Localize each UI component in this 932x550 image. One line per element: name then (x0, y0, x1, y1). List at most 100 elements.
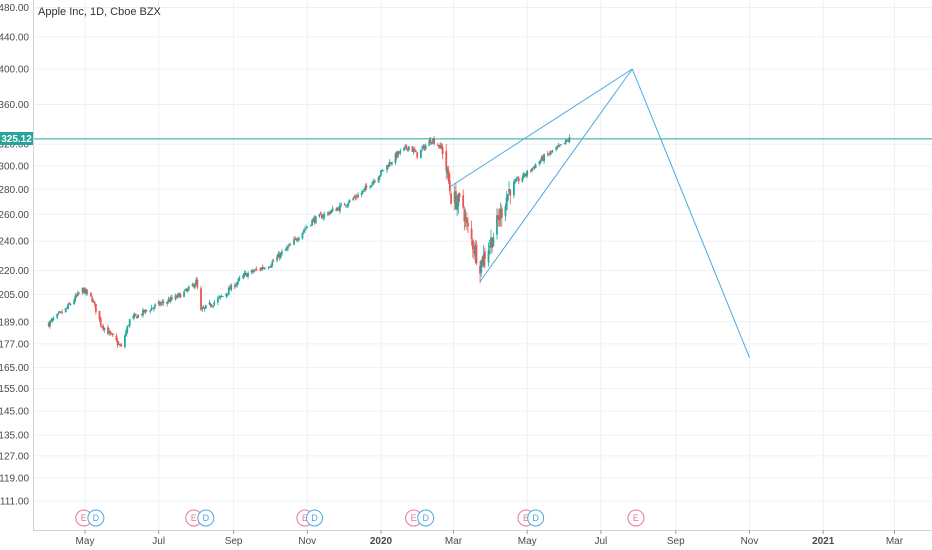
candle-body (467, 222, 469, 227)
earnings-event-icon[interactable]: E (627, 509, 645, 527)
event-label: D (532, 513, 539, 523)
y-tick-label: 260.00 (0, 210, 29, 221)
candle-body (262, 267, 265, 269)
candle-body (237, 278, 240, 282)
candle-body (470, 228, 473, 239)
candle-body (167, 299, 170, 302)
wedge-upper-line[interactable] (449, 68, 633, 188)
candle-body (267, 267, 270, 269)
earnings-event-icon[interactable]: E (185, 509, 203, 527)
wedge-lower-line[interactable] (479, 68, 633, 282)
y-tick-label: 145.00 (0, 407, 29, 418)
candle-body (336, 208, 339, 211)
candle-body (540, 156, 543, 161)
x-tick-label: Nov (298, 536, 316, 547)
dividend-event-icon[interactable]: D (527, 509, 545, 527)
candle-body (430, 141, 433, 144)
candle-body (337, 207, 340, 211)
candle-body (116, 340, 119, 346)
dividend-event-icon[interactable]: D (87, 509, 105, 527)
x-axis[interactable]: May Jul Sep Nov 2020 Mar May Jul Sep Nov 2021 Mar (76, 530, 904, 547)
candle-body (398, 151, 401, 154)
candle-body (242, 275, 245, 279)
candle-body (277, 253, 280, 258)
candle-body (482, 253, 485, 267)
candle-body (186, 288, 189, 292)
candle-body (365, 185, 368, 188)
candle-body (498, 217, 501, 221)
candle-body (473, 250, 475, 253)
candle-body (157, 301, 160, 304)
candle-body (419, 149, 422, 159)
candle-body (455, 190, 457, 209)
candle-body (331, 208, 334, 211)
candle-body (445, 151, 448, 171)
x-tick-label: Sep (225, 536, 243, 547)
candle-body (229, 287, 231, 290)
candle-body (509, 189, 512, 196)
candle-body (255, 269, 258, 271)
candle-body (564, 139, 567, 143)
y-tick-label: 400.00 (0, 65, 29, 76)
candle-body (397, 151, 399, 157)
candle-body (99, 318, 102, 326)
earnings-event-icon[interactable]: E (405, 509, 423, 527)
candle-body (388, 162, 391, 167)
candle-body (194, 284, 196, 288)
candle-body (480, 259, 483, 273)
candle-body (543, 154, 546, 162)
candle-body (363, 188, 365, 191)
candle-body (496, 215, 498, 235)
candle-body (293, 239, 295, 245)
trend-drawings[interactable] (34, 68, 932, 358)
candle-body (150, 307, 153, 311)
candle-body (142, 309, 144, 316)
candle-body (487, 250, 490, 263)
candle-body (159, 302, 161, 306)
candle-body (81, 287, 84, 293)
candle-body (345, 205, 347, 207)
price-label-box (0, 132, 33, 145)
candle-body (405, 145, 408, 149)
event-label: E (523, 513, 529, 523)
candle-body (505, 197, 508, 210)
candle-body (558, 144, 561, 146)
candle-body (340, 204, 343, 206)
y-axis[interactable]: 480.00 440.00 400.00 360.00 320.00 300.00 280.… (0, 3, 29, 508)
candle-body (219, 295, 222, 298)
event-circle (87, 509, 105, 527)
candle-body (457, 194, 460, 206)
candle-body (260, 267, 263, 271)
candle-body (465, 218, 468, 224)
y-tick-label: 240.00 (0, 237, 29, 248)
candle-body (296, 239, 299, 241)
candle-body (235, 284, 237, 287)
candle-body (226, 293, 229, 295)
dividend-event-icon[interactable]: D (306, 509, 324, 527)
candle-body (61, 311, 63, 313)
candle-body (346, 204, 349, 207)
y-tick-label: 155.00 (0, 384, 29, 395)
candle-body (436, 144, 439, 146)
candle-body (506, 194, 509, 201)
candle-body (428, 140, 431, 146)
event-circle (527, 509, 545, 527)
candle-body (236, 282, 239, 286)
candle-body (381, 170, 384, 171)
dividend-event-icon[interactable]: D (197, 509, 215, 527)
candle-body (500, 208, 503, 218)
candle-body (184, 289, 187, 291)
candle-body (69, 304, 72, 306)
candle-body (551, 150, 554, 152)
projection-line[interactable] (631, 68, 750, 358)
y-tick-label: 127.00 (0, 451, 29, 462)
candle-body (499, 208, 502, 218)
candle-body (522, 173, 525, 178)
candle-body (295, 238, 298, 241)
candle-body (103, 327, 106, 331)
candle-body (380, 170, 382, 176)
candle-body (407, 146, 410, 151)
dividend-event-icon[interactable]: D (417, 509, 435, 527)
